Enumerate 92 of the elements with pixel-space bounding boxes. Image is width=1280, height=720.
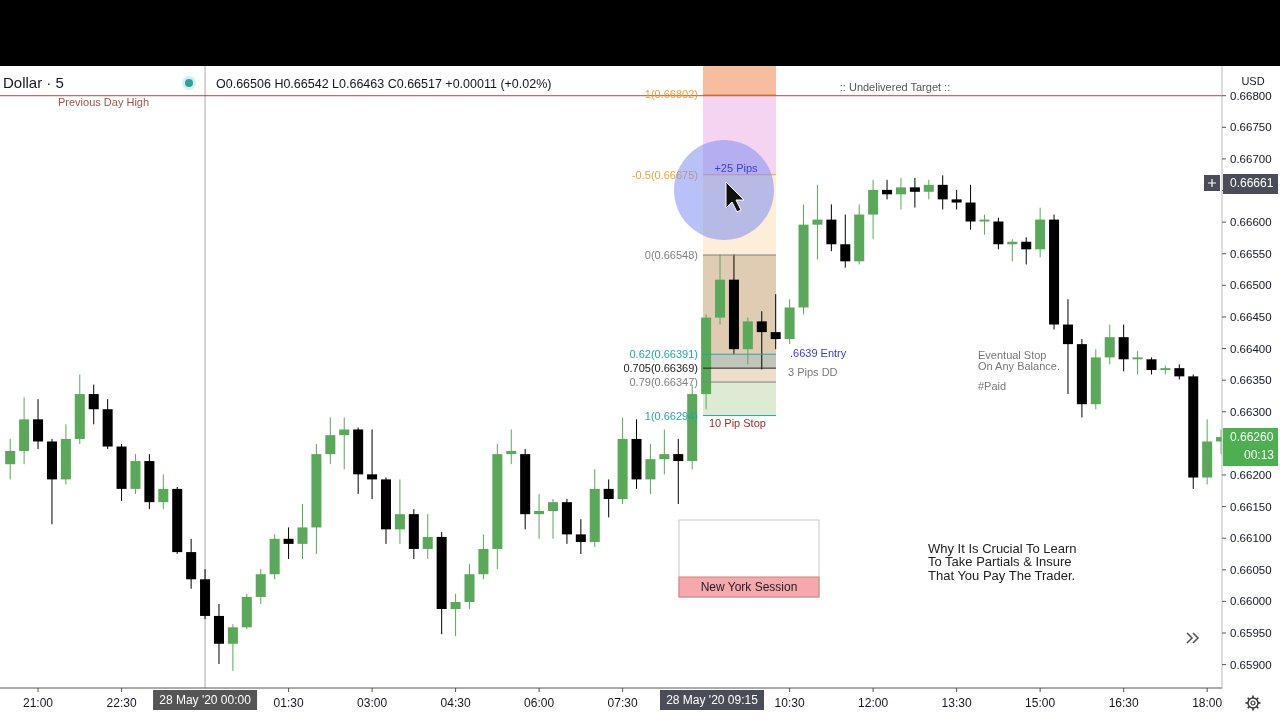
candlestick bbox=[158, 473, 169, 510]
candlestick bbox=[33, 398, 44, 450]
candlestick bbox=[367, 428, 378, 500]
y-tick-label: 0.66700 bbox=[1230, 152, 1272, 165]
candlestick bbox=[909, 177, 920, 209]
y-tick-label: 0.66550 bbox=[1230, 247, 1272, 260]
text: Dollar · 5 bbox=[3, 74, 64, 91]
candlestick bbox=[548, 498, 559, 540]
annotation: :: Undelivered Target :: bbox=[839, 80, 951, 93]
candlestick bbox=[979, 214, 990, 236]
ref-line-label: 0.79(0.66347) bbox=[629, 376, 698, 389]
candlestick bbox=[1062, 298, 1073, 395]
candlestick bbox=[88, 384, 99, 425]
y-tick-label: 0.66150 bbox=[1230, 500, 1272, 513]
candlestick bbox=[965, 184, 976, 231]
candlestick bbox=[993, 217, 1004, 250]
annotation: #Paid bbox=[978, 379, 1007, 392]
candlestick bbox=[575, 518, 586, 555]
y-tick-label: 0.66200 bbox=[1230, 468, 1272, 481]
x-tick-label: 07:30 bbox=[607, 696, 638, 710]
candlestick bbox=[1104, 324, 1115, 365]
candlestick bbox=[422, 513, 433, 560]
candlestick bbox=[255, 568, 266, 605]
text: 0.66661 bbox=[1230, 176, 1274, 190]
x-tick-label: 01:30 bbox=[273, 696, 304, 710]
candlestick bbox=[506, 428, 517, 465]
x-tick-label: 18:00 bbox=[1192, 696, 1223, 710]
y-tick-label: 0.66600 bbox=[1230, 216, 1272, 229]
x-tick-label: 10:30 bbox=[774, 696, 805, 710]
candlestick bbox=[297, 503, 308, 560]
x-tick-label: 13:30 bbox=[941, 696, 972, 710]
candlestick bbox=[534, 493, 545, 540]
x-tick-label: 12:00 bbox=[858, 696, 889, 710]
x-tick-label: 06:00 bbox=[524, 696, 555, 710]
text: 0.66260 00:13 bbox=[1230, 430, 1275, 462]
candlestick bbox=[951, 189, 962, 210]
annotation: Why It Is Crucial To Learn To Take Partials & Insure That You Pay The Trader. bbox=[928, 540, 1077, 583]
y-tick-label: 0.65950 bbox=[1230, 627, 1272, 640]
candlestick bbox=[339, 416, 350, 470]
candlestick bbox=[756, 310, 767, 370]
x-tick-label: 21:00 bbox=[23, 696, 54, 710]
annotation: 3 Pips DD bbox=[788, 365, 838, 378]
y-tick-label: 0.66500 bbox=[1230, 279, 1272, 292]
annotation: .6639 Entry bbox=[790, 346, 847, 359]
candlestick bbox=[283, 526, 294, 560]
text: O0.66506 H0.66542 L0.66463 C0.66517 +0.00011 (+0.02%) bbox=[216, 77, 552, 91]
annotation: +25 Pips bbox=[714, 161, 759, 174]
x-tick-label: 03:00 bbox=[357, 696, 388, 710]
text: 28 May '20 09:15 bbox=[666, 693, 759, 707]
candlestick bbox=[923, 179, 934, 200]
candlestick bbox=[1118, 324, 1129, 372]
candlestick bbox=[840, 214, 851, 269]
x-tick-label: 22:30 bbox=[106, 696, 137, 710]
x-tick-label: 04:30 bbox=[440, 696, 471, 710]
ref-line-label: Previous Day High bbox=[58, 95, 150, 108]
candlestick bbox=[5, 438, 16, 480]
ref-line-label: 0(0.66548) bbox=[644, 249, 698, 261]
y-tick-label: 0.66800 bbox=[1230, 89, 1272, 102]
candlestick bbox=[450, 593, 461, 637]
y-tick-label: 0.66300 bbox=[1230, 405, 1272, 418]
candlestick bbox=[227, 623, 238, 672]
candlestick bbox=[937, 174, 948, 210]
y-tick-label: 0.65900 bbox=[1230, 658, 1272, 671]
ref-line-label: 0.62(0.66391) bbox=[629, 348, 698, 361]
ref-line-label: -0.5(0.66675) bbox=[631, 168, 698, 181]
x-tick-label: 16:30 bbox=[1108, 696, 1139, 710]
candlestick bbox=[812, 184, 823, 260]
y-tick-label: 0.66000 bbox=[1230, 595, 1272, 608]
candlestick bbox=[394, 478, 405, 545]
candlestick bbox=[325, 416, 336, 465]
y-tick-label: 0.66100 bbox=[1230, 532, 1272, 545]
candlestick bbox=[645, 443, 656, 495]
x-tick-label: 15:00 bbox=[1025, 696, 1056, 710]
annotation: New York Session bbox=[700, 580, 798, 595]
candlestick bbox=[603, 478, 614, 518]
candlestick bbox=[1021, 236, 1032, 265]
candlestick bbox=[1132, 350, 1143, 375]
y-tick-label: 0.66400 bbox=[1230, 342, 1272, 355]
ref-line-label: 0.705(0.66369) bbox=[623, 362, 698, 375]
candlestick bbox=[895, 177, 906, 210]
candlestick bbox=[882, 179, 893, 200]
y-axis-title: USD bbox=[1241, 75, 1265, 87]
annotation: Eventual Stop On Any Balance. bbox=[978, 348, 1060, 373]
candlestick bbox=[659, 428, 670, 475]
ref-line-label: 28 May '20 00:00 bbox=[159, 693, 252, 707]
y-tick-label: 0.66750 bbox=[1230, 121, 1272, 134]
annotation: 10 Pip Stop bbox=[709, 416, 766, 429]
y-tick-label: 0.66050 bbox=[1230, 563, 1272, 576]
y-tick-label: 0.66350 bbox=[1230, 374, 1272, 387]
y-tick-label: 0.66450 bbox=[1230, 310, 1272, 323]
candlestick bbox=[770, 293, 781, 350]
candlestick bbox=[673, 438, 684, 505]
